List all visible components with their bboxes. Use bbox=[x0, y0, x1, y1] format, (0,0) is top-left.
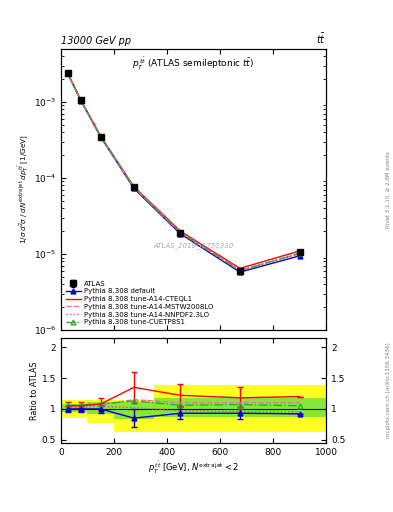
Legend: ATLAS, Pythia 8.308 default, Pythia 8.308 tune-A14-CTEQL1, Pythia 8.308 tune-A14: ATLAS, Pythia 8.308 default, Pythia 8.30… bbox=[64, 280, 215, 327]
Pythia 8.308 tune-CUETP8S1 bbox=[65, 70, 70, 76]
Pythia 8.308 default bbox=[238, 269, 242, 275]
Pythia 8.308 tune-A14-NNPDF2.3LO bbox=[132, 185, 136, 191]
Pythia 8.308 tune-A14-NNPDF2.3LO bbox=[98, 134, 103, 140]
Pythia 8.308 tune-CUETP8S1 bbox=[298, 250, 302, 257]
Line: Pythia 8.308 tune-A14-MSTW2008LO: Pythia 8.308 tune-A14-MSTW2008LO bbox=[68, 73, 300, 270]
Line: Pythia 8.308 tune-CUETP8S1: Pythia 8.308 tune-CUETP8S1 bbox=[65, 71, 302, 273]
Pythia 8.308 tune-A14-NNPDF2.3LO bbox=[298, 251, 302, 257]
Pythia 8.308 tune-CUETP8S1 bbox=[79, 97, 83, 103]
Pythia 8.308 tune-A14-MSTW2008LO bbox=[65, 70, 70, 76]
Text: mcplots.cern.ch [arXiv:1306.3436]: mcplots.cern.ch [arXiv:1306.3436] bbox=[386, 343, 391, 438]
Pythia 8.308 default bbox=[79, 97, 83, 103]
Pythia 8.308 tune-A14-CTEQL1 bbox=[65, 70, 70, 76]
Pythia 8.308 tune-A14-MSTW2008LO bbox=[132, 184, 136, 190]
Pythia 8.308 tune-A14-NNPDF2.3LO bbox=[65, 70, 70, 76]
Pythia 8.308 default bbox=[298, 253, 302, 259]
Line: Pythia 8.308 tune-A14-NNPDF2.3LO: Pythia 8.308 tune-A14-NNPDF2.3LO bbox=[68, 73, 300, 271]
Pythia 8.308 tune-A14-CTEQL1 bbox=[178, 228, 183, 234]
Pythia 8.308 tune-A14-MSTW2008LO bbox=[298, 250, 302, 257]
Y-axis label: $1/\sigma\;d^2\!\sigma\;/\;dN^{\rm extra\,jet}\,dp_T^{\,t\bar{t}}\;[1/{\rm GeV}]: $1/\sigma\;d^2\!\sigma\;/\;dN^{\rm extra… bbox=[17, 135, 31, 244]
Pythia 8.308 tune-A14-MSTW2008LO bbox=[178, 229, 183, 236]
Pythia 8.308 default bbox=[132, 185, 136, 191]
Pythia 8.308 tune-A14-MSTW2008LO bbox=[238, 267, 242, 273]
Pythia 8.308 tune-A14-NNPDF2.3LO bbox=[178, 230, 183, 236]
Text: $p_T^{\,t\bar{t}}$ (ATLAS semileptonic $t\bar{t}$): $p_T^{\,t\bar{t}}$ (ATLAS semileptonic $… bbox=[132, 56, 255, 72]
Pythia 8.308 tune-A14-CTEQL1 bbox=[98, 133, 103, 139]
Text: 13000 GeV pp: 13000 GeV pp bbox=[61, 36, 131, 46]
Text: $t\bar{t}$: $t\bar{t}$ bbox=[316, 32, 326, 46]
Pythia 8.308 tune-A14-MSTW2008LO bbox=[79, 97, 83, 103]
Text: ATLAS_2019_I1750330: ATLAS_2019_I1750330 bbox=[153, 242, 234, 249]
Pythia 8.308 tune-A14-NNPDF2.3LO bbox=[79, 97, 83, 103]
Pythia 8.308 tune-A14-CTEQL1 bbox=[79, 97, 83, 103]
Line: Pythia 8.308 tune-A14-CTEQL1: Pythia 8.308 tune-A14-CTEQL1 bbox=[68, 73, 300, 268]
Pythia 8.308 tune-CUETP8S1 bbox=[178, 229, 183, 236]
Pythia 8.308 tune-CUETP8S1 bbox=[238, 267, 242, 273]
X-axis label: $p_T^{\,t\bar{t}}$ [GeV], $N^{\rm extra\,jet} < 2$: $p_T^{\,t\bar{t}}$ [GeV], $N^{\rm extra\… bbox=[148, 459, 239, 476]
Pythia 8.308 default bbox=[98, 134, 103, 140]
Text: Rivet 3.1.10, ≥ 2.8M events: Rivet 3.1.10, ≥ 2.8M events bbox=[386, 151, 391, 228]
Pythia 8.308 default bbox=[178, 231, 183, 237]
Pythia 8.308 tune-CUETP8S1 bbox=[98, 134, 103, 140]
Pythia 8.308 tune-A14-NNPDF2.3LO bbox=[238, 268, 242, 274]
Pythia 8.308 tune-A14-CTEQL1 bbox=[298, 248, 302, 254]
Pythia 8.308 tune-A14-CTEQL1 bbox=[132, 183, 136, 189]
Line: Pythia 8.308 default: Pythia 8.308 default bbox=[65, 71, 302, 274]
Pythia 8.308 tune-CUETP8S1 bbox=[132, 184, 136, 190]
Pythia 8.308 default bbox=[65, 70, 70, 76]
Pythia 8.308 tune-A14-CTEQL1 bbox=[238, 265, 242, 271]
Y-axis label: Ratio to ATLAS: Ratio to ATLAS bbox=[30, 361, 39, 420]
Pythia 8.308 tune-A14-MSTW2008LO bbox=[98, 134, 103, 140]
